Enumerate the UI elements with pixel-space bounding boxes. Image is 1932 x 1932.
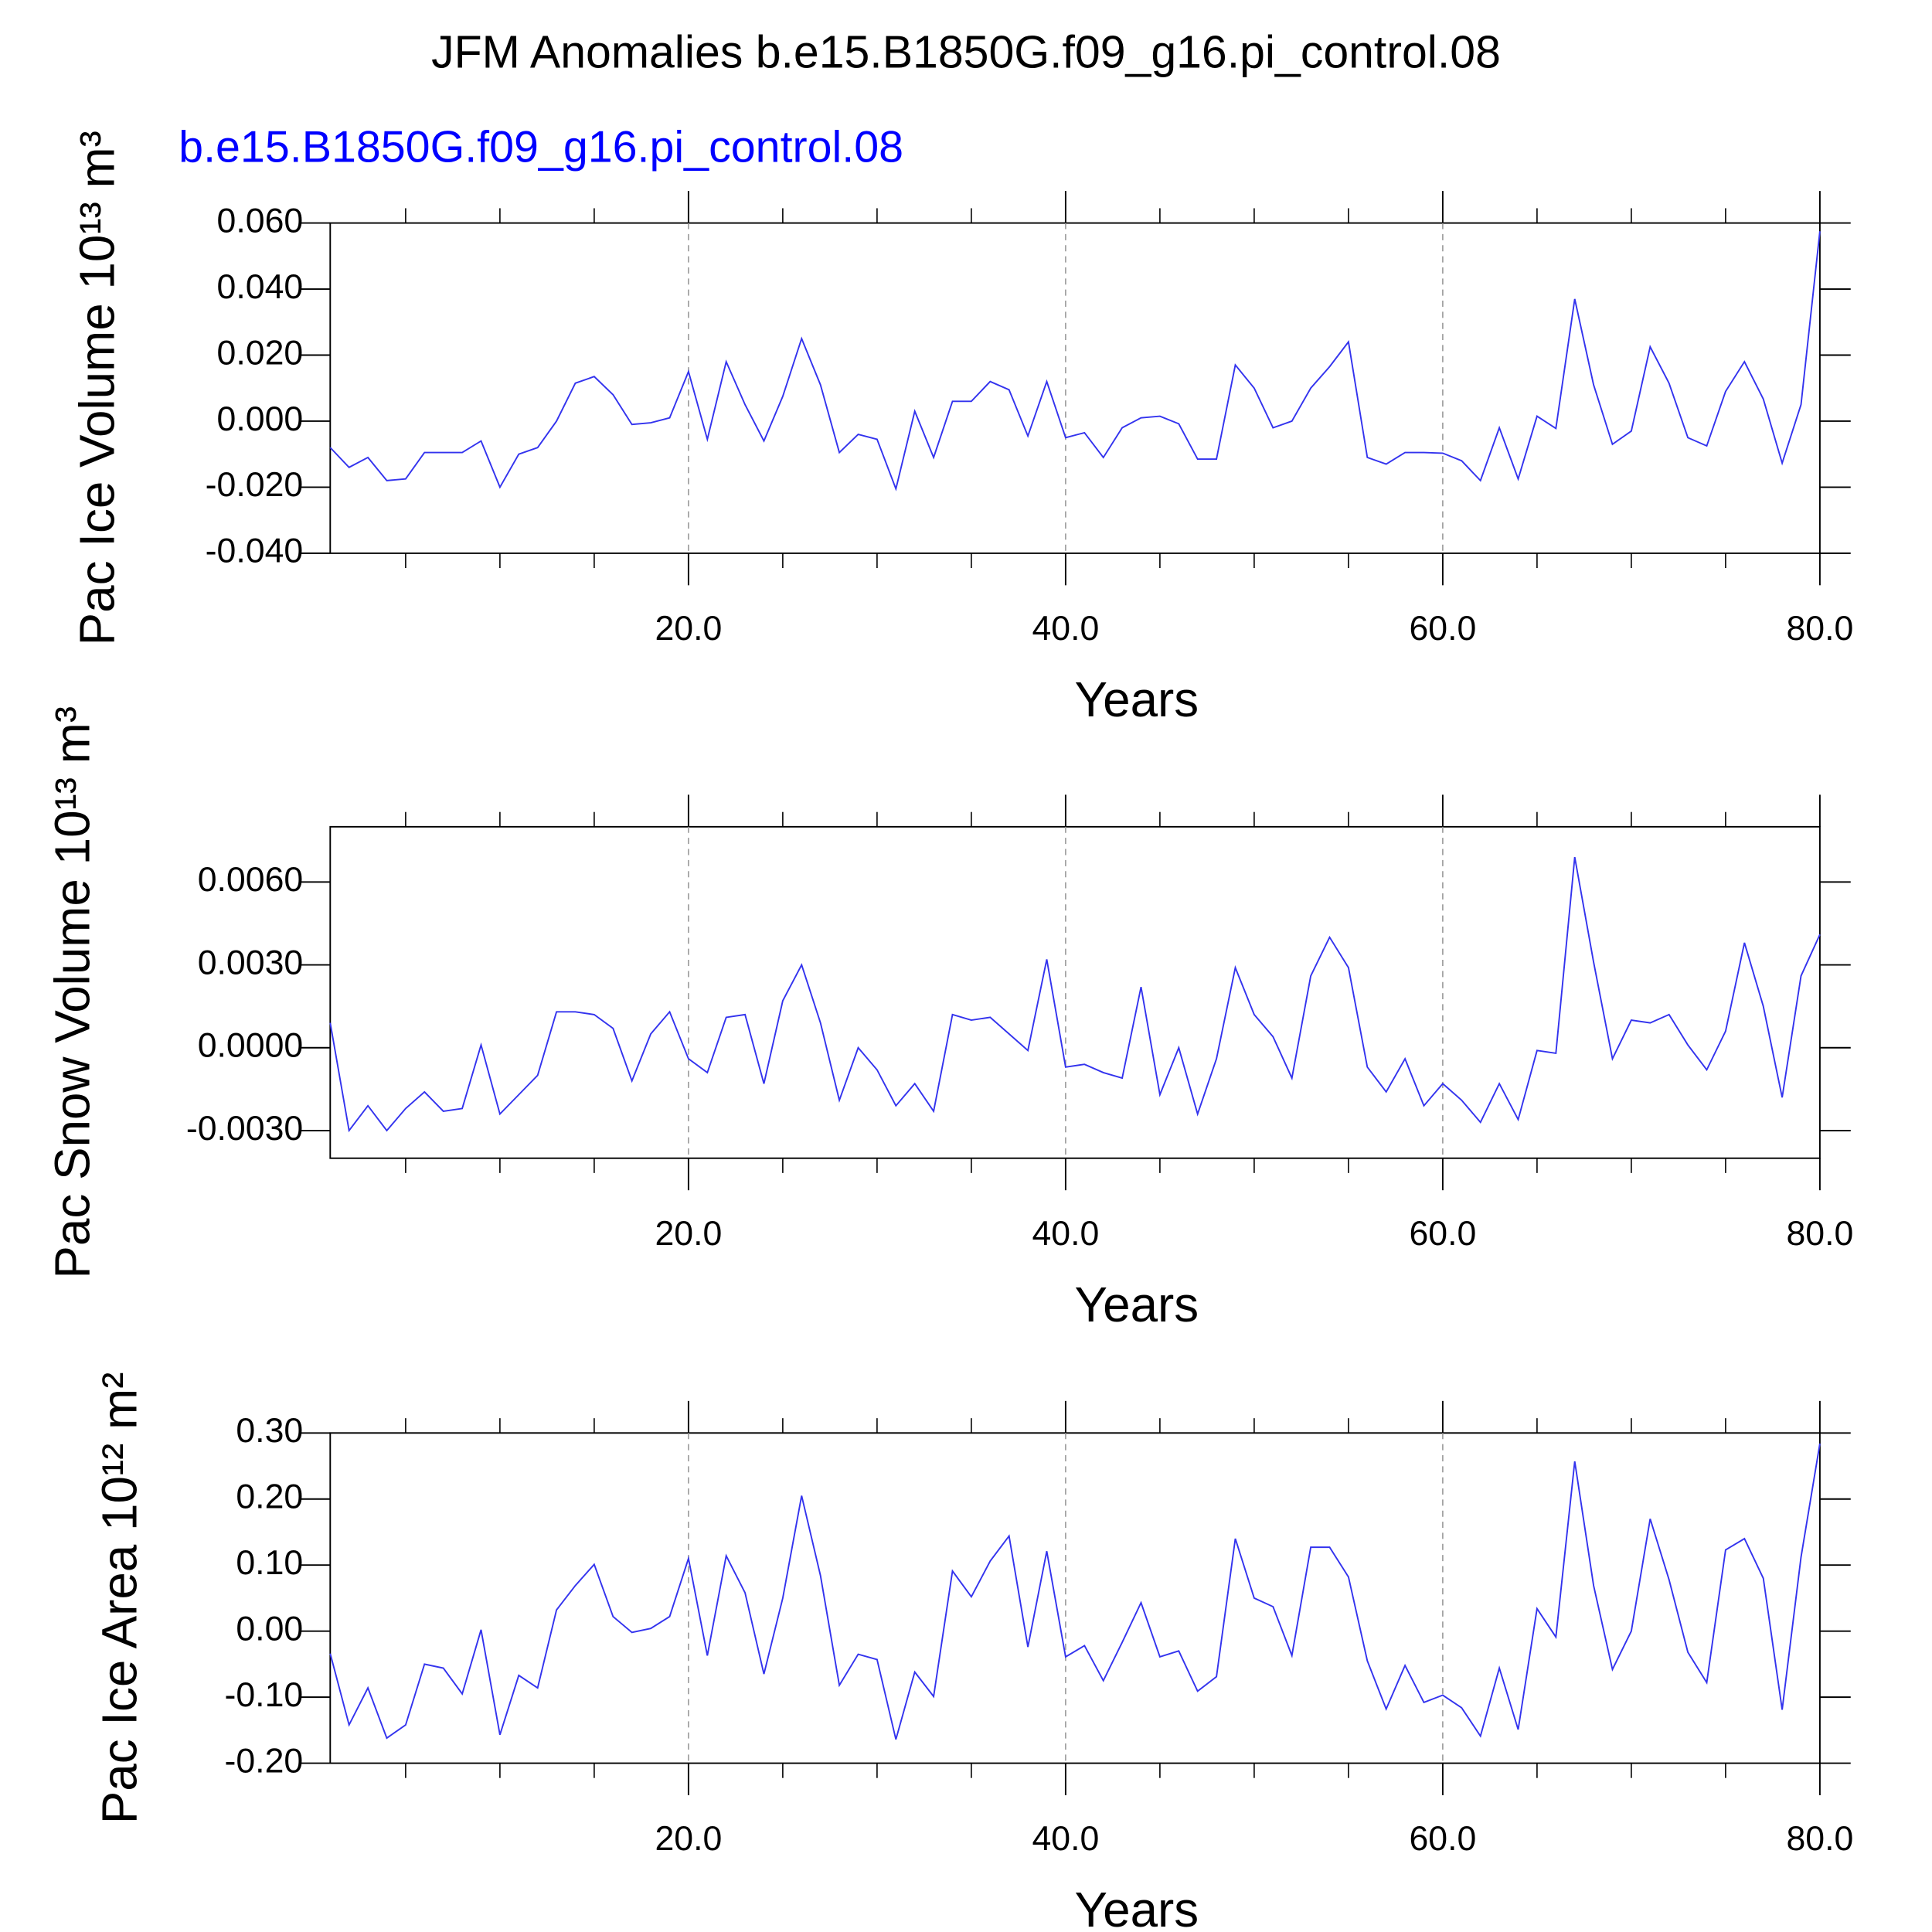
x-axis-label: Years [1074,1882,1199,1932]
y-tick-label: -0.20 [225,1742,304,1780]
x-tick-label: 20.0 [655,1215,722,1253]
x-tick-label: 60.0 [1409,1215,1476,1253]
y-tick-label: 0.00 [236,1610,303,1648]
y-tick-label: 0.30 [236,1412,303,1450]
x-tick-label: 20.0 [655,1820,722,1858]
data-line [329,1443,1821,1740]
data-line [329,856,1821,1133]
y-tick-label: 0.20 [236,1478,303,1516]
x-tick-label: 60.0 [1409,1820,1476,1858]
y-tick-label: -0.0030 [186,1110,303,1148]
plot-frame [329,825,1821,1159]
x-tick-label: 80.0 [1786,1215,1853,1253]
subtitle: b.e15.B1850G.f09_g16.pi_control.08 [179,123,903,172]
figure-title: JFM Anomalies b.e15.B1850G.f09_g16.pi_co… [431,26,1501,77]
x-tick-label: 80.0 [1786,1820,1853,1858]
data-line [329,231,1821,492]
y-tick-label: 0.020 [217,334,304,372]
plot-frame [329,222,1821,554]
x-tick-label: 80.0 [1786,610,1853,648]
y-axis-label: Pac Snow Volume 10¹³ m³ [45,706,100,1279]
x-axis-label: Years [1074,1277,1199,1332]
y-tick-label: -0.040 [206,532,304,570]
y-tick-label: 0.0060 [198,861,304,899]
y-tick-label: 0.0030 [198,944,304,981]
x-tick-label: 60.0 [1409,610,1476,648]
plot-frame [329,1432,1821,1764]
y-tick-label: 0.060 [217,202,304,240]
y-tick-label: 0.10 [236,1544,303,1582]
x-tick-label: 40.0 [1032,1215,1099,1253]
y-tick-label: 0.0000 [198,1027,304,1065]
y-tick-label: -0.10 [225,1676,304,1714]
y-tick-label: 0.040 [217,268,304,306]
x-tick-label: 40.0 [1032,1820,1099,1858]
y-axis-label: Pac Ice Area 10¹² m² [91,1372,147,1825]
x-tick-label: 20.0 [655,610,722,648]
y-tick-label: -0.020 [206,466,304,504]
y-tick-label: 0.000 [217,400,304,438]
y-axis-label: Pac Ice Volume 10¹³ m³ [70,131,125,645]
x-axis-label: Years [1074,672,1199,727]
x-tick-label: 40.0 [1032,610,1099,648]
